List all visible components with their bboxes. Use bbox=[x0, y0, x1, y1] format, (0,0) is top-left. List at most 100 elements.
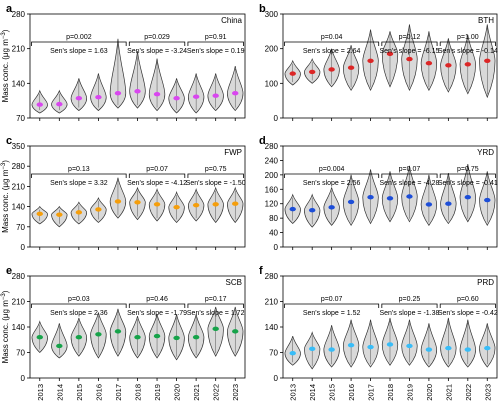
mean-point-2021 bbox=[192, 202, 200, 208]
mean-point-2020 bbox=[425, 202, 433, 207]
y-tick-label: 0 bbox=[21, 374, 26, 383]
y-tick-label: 0 bbox=[274, 114, 279, 123]
panel-letter: b bbox=[259, 3, 266, 15]
region-title: PRD bbox=[477, 278, 494, 287]
mean-point-2022 bbox=[464, 347, 472, 352]
p-value-label: p=0.46 bbox=[146, 296, 168, 303]
mean-point-2014 bbox=[56, 212, 63, 217]
mean-point-2015 bbox=[328, 205, 335, 210]
mean-point-2018 bbox=[134, 89, 141, 94]
sens-slope-label: Sen's slope = 2.64 bbox=[303, 48, 361, 55]
period-bracket bbox=[439, 41, 496, 46]
p-value-label: p=0.004 bbox=[319, 166, 345, 173]
mean-point-2021 bbox=[445, 201, 452, 206]
x-tick-label-2023: 2023 bbox=[483, 384, 492, 401]
y-tick-label: 350 bbox=[12, 142, 26, 151]
x-tick-label-2013: 2013 bbox=[289, 384, 298, 401]
mean-point-2023 bbox=[484, 345, 491, 351]
y-tick-label: 280 bbox=[265, 272, 279, 281]
x-tick-label-2023: 2023 bbox=[231, 384, 240, 401]
mean-point-2017 bbox=[114, 199, 122, 204]
x-tick-label-2016: 2016 bbox=[347, 384, 356, 401]
y-tick-label: 100 bbox=[265, 79, 279, 88]
mean-point-2023 bbox=[484, 58, 491, 63]
period-bracket bbox=[284, 41, 380, 46]
sens-slope-label: Sen's slope = -4.28 bbox=[380, 180, 440, 187]
period-bracket bbox=[128, 173, 186, 178]
p-value-label: p=0.75 bbox=[205, 166, 227, 173]
p-value-label: p=0.12 bbox=[399, 34, 421, 41]
mean-point-2016 bbox=[347, 65, 355, 70]
y-tick-label: 140 bbox=[12, 79, 26, 88]
mean-point-2022 bbox=[212, 93, 219, 98]
mean-point-2021 bbox=[192, 335, 200, 340]
y-tick-label: 70 bbox=[269, 349, 278, 358]
panel-b: 0 100 200 300 p=0.04 Sen's slope = 2.64 p=0.12… bbox=[259, 3, 498, 123]
p-value-label: p=0.13 bbox=[68, 166, 90, 173]
panel-a: 70 140 210 280 p=0.002 Sen's slope = 1.63 p=0.… bbox=[6, 3, 246, 123]
mean-point-2015 bbox=[75, 95, 83, 101]
x-tick-label-2018: 2018 bbox=[134, 384, 143, 401]
sens-slope-label: Sen's slope = -1.79 bbox=[127, 310, 187, 317]
period-bracket bbox=[439, 173, 496, 178]
mean-point-2014 bbox=[56, 101, 63, 107]
sens-slope-label: Sen's slope = -6.15 bbox=[380, 48, 440, 55]
p-value-label: p=0.25 bbox=[399, 296, 421, 303]
x-tick-label-2020: 2020 bbox=[173, 384, 182, 401]
mean-point-2017 bbox=[367, 344, 374, 350]
period-bracket bbox=[381, 41, 438, 46]
panel-letter: d bbox=[259, 135, 266, 147]
mean-point-2015 bbox=[75, 335, 83, 340]
mean-point-2023 bbox=[232, 201, 239, 206]
y-tick-label: 70 bbox=[16, 349, 25, 358]
mean-point-2021 bbox=[445, 345, 452, 351]
sens-slope-label: Sen's slope = -4.12 bbox=[127, 180, 187, 187]
x-tick-label-2022: 2022 bbox=[464, 384, 473, 401]
mean-point-2015 bbox=[75, 210, 83, 215]
y-tick-label: 40 bbox=[269, 229, 278, 238]
y-tick-label: 70 bbox=[16, 114, 25, 123]
sens-slope-label: Sen's slope = 1.72 bbox=[187, 310, 245, 317]
panel-letter: f bbox=[259, 265, 263, 277]
mean-point-2023 bbox=[232, 329, 239, 334]
mean-point-2015 bbox=[328, 347, 335, 352]
sens-slope-label: Sen's slope = -3.24 bbox=[127, 48, 187, 55]
mean-point-2016 bbox=[95, 207, 102, 212]
x-tick-label-2019: 2019 bbox=[405, 384, 414, 401]
panel-c: 0 70 140 210 280 350 p=0.13 Sen's slope = 3.32 p… bbox=[6, 135, 246, 252]
y-tick-label: 240 bbox=[265, 156, 279, 165]
mean-point-2014 bbox=[56, 343, 63, 349]
mean-point-2022 bbox=[212, 202, 219, 207]
x-tick-label-2015: 2015 bbox=[328, 384, 337, 401]
period-bracket bbox=[31, 173, 127, 178]
y-tick-label: 300 bbox=[265, 10, 279, 19]
p-value-label: p=0.07 bbox=[321, 296, 343, 303]
period-bracket bbox=[187, 41, 244, 46]
y-tick-label: 140 bbox=[12, 323, 26, 332]
y-tick-label: 0 bbox=[21, 243, 26, 252]
sens-slope-label: Sen's slope = 2.56 bbox=[303, 180, 361, 187]
period-bracket bbox=[381, 303, 438, 308]
period-bracket bbox=[284, 173, 380, 178]
sens-slope-label: Sen's slope = 0.19 bbox=[187, 48, 245, 55]
mean-point-2020 bbox=[425, 347, 433, 352]
p-value-label: p=0.04 bbox=[321, 34, 343, 41]
mean-point-2018 bbox=[386, 342, 394, 347]
sens-slope-label: Sen's slope = -0.14 bbox=[438, 48, 498, 55]
panel-d: 0 40 80 120 160 200 240 280 p=0.004 Sen's slope =… bbox=[259, 135, 498, 252]
y-axis-label: Mass conc. (μg m−3) bbox=[1, 290, 10, 363]
mean-point-2016 bbox=[347, 199, 355, 205]
y-tick-label: 0 bbox=[274, 243, 279, 252]
mean-point-2019 bbox=[153, 202, 161, 207]
y-axis-labels-layer: Mass conc. (μg m−3) Mass conc. (μg m−3) Ma… bbox=[1, 29, 10, 363]
region-title: SCB bbox=[226, 278, 242, 287]
x-tick-label-2016: 2016 bbox=[94, 384, 103, 401]
mean-point-2018 bbox=[134, 200, 141, 205]
x-tick-label-2013: 2013 bbox=[36, 384, 45, 401]
mean-point-2020 bbox=[173, 95, 180, 101]
mean-point-2017 bbox=[367, 58, 374, 63]
mean-point-2013 bbox=[289, 206, 296, 212]
mean-point-2014 bbox=[308, 69, 316, 75]
mean-point-2019 bbox=[406, 194, 413, 199]
